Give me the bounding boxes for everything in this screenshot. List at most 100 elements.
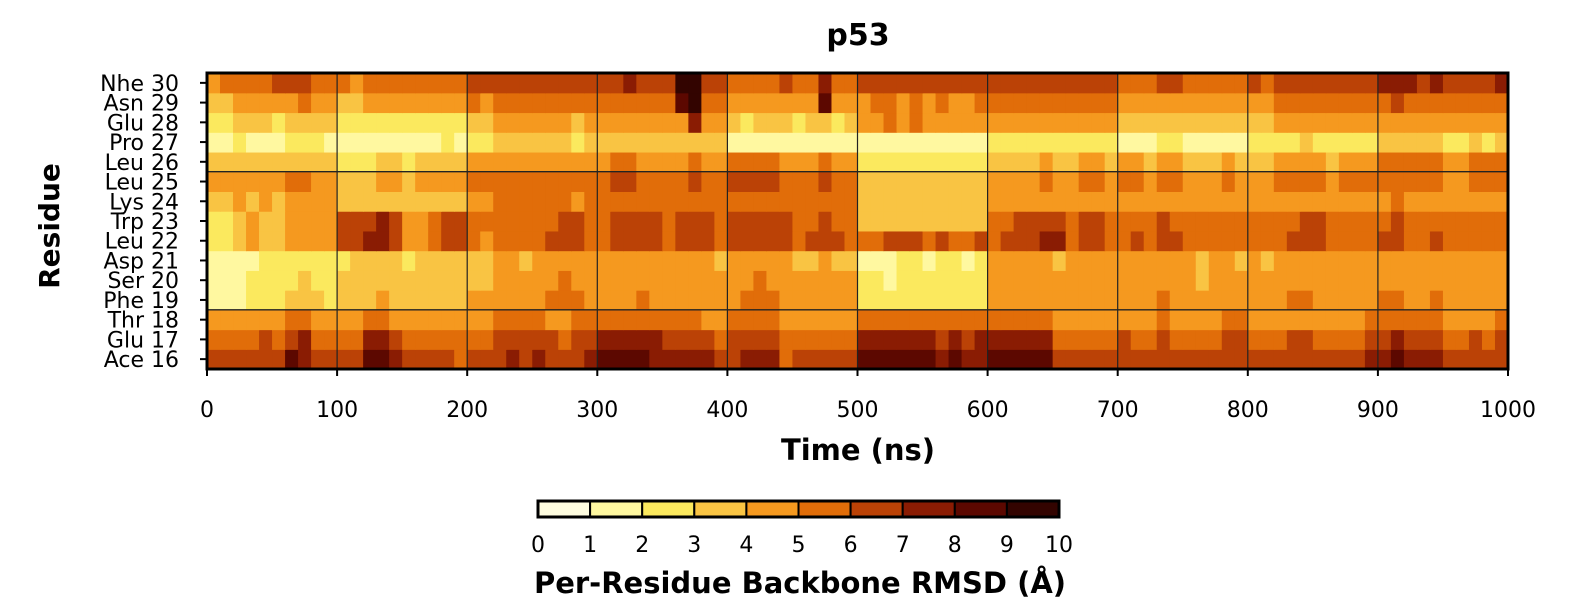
heatmap-cell bbox=[662, 349, 676, 370]
heatmap-cell bbox=[428, 329, 442, 350]
heatmap-cell bbox=[1312, 329, 1327, 350]
heatmap-cell bbox=[610, 309, 624, 331]
heatmap-cell bbox=[220, 92, 234, 114]
heatmap-cell bbox=[402, 191, 416, 212]
heatmap-cell bbox=[324, 191, 338, 212]
y-tick-label: Ser 20 bbox=[107, 269, 179, 294]
heatmap-cell bbox=[844, 132, 859, 153]
heatmap-cell bbox=[1403, 329, 1418, 350]
heatmap-cell bbox=[1065, 329, 1080, 350]
heatmap-cell bbox=[935, 309, 950, 331]
heatmap-cell bbox=[467, 270, 481, 291]
heatmap-cell bbox=[1234, 230, 1249, 252]
x-tick-label: 900 bbox=[1357, 398, 1399, 423]
heatmap-cell bbox=[350, 211, 364, 232]
heatmap-cell bbox=[246, 309, 260, 331]
heatmap-cell bbox=[1377, 191, 1392, 212]
heatmap-cell bbox=[376, 73, 390, 94]
heatmap-cell bbox=[818, 92, 833, 114]
heatmap-cell bbox=[1494, 211, 1509, 232]
heatmap-cell bbox=[298, 250, 312, 271]
heatmap-cell bbox=[1208, 211, 1223, 232]
heatmap-cell bbox=[1299, 270, 1314, 291]
heatmap-cell bbox=[857, 92, 872, 114]
heatmap-cell bbox=[1481, 270, 1496, 291]
y-tick-label: Leu 26 bbox=[105, 151, 179, 176]
heatmap-cell bbox=[1429, 230, 1444, 252]
heatmap-cell bbox=[1091, 112, 1106, 133]
heatmap-cell bbox=[1403, 112, 1418, 133]
heatmap-cell bbox=[961, 73, 976, 94]
heatmap-cell bbox=[376, 151, 390, 173]
heatmap-cell bbox=[1026, 309, 1041, 331]
heatmap-cell bbox=[1377, 329, 1392, 350]
heatmap-cell bbox=[493, 270, 507, 291]
heatmap-cell bbox=[714, 211, 728, 232]
heatmap-cell bbox=[571, 171, 585, 192]
heatmap-cell bbox=[1403, 290, 1418, 311]
heatmap-cell bbox=[974, 309, 989, 331]
heatmap-cell bbox=[441, 250, 455, 271]
heatmap-cell bbox=[1078, 132, 1093, 153]
heatmap-cell bbox=[1104, 112, 1119, 133]
heatmap-cell bbox=[337, 309, 351, 331]
heatmap-cell bbox=[1000, 349, 1015, 370]
heatmap-cell bbox=[948, 250, 963, 271]
heatmap-cell bbox=[675, 92, 689, 114]
heatmap-cell bbox=[467, 211, 481, 232]
heatmap-cell bbox=[454, 349, 468, 370]
heatmap-cell bbox=[961, 112, 976, 133]
heatmap-cell bbox=[1052, 92, 1067, 114]
heatmap-cell bbox=[376, 92, 390, 114]
heatmap-cell bbox=[1195, 329, 1210, 350]
heatmap-cell bbox=[1195, 171, 1210, 192]
heatmap-cell bbox=[1390, 349, 1405, 370]
heatmap-cell bbox=[1403, 211, 1418, 232]
heatmap-cell bbox=[272, 211, 286, 232]
heatmap-cell bbox=[792, 92, 807, 114]
heatmap-cell bbox=[571, 73, 585, 94]
heatmap-cell bbox=[935, 290, 950, 311]
heatmap-cell bbox=[545, 250, 559, 271]
heatmap-cell bbox=[727, 211, 742, 232]
heatmap-cell bbox=[480, 211, 494, 232]
heatmap-cell bbox=[805, 112, 820, 133]
heatmap-cell bbox=[207, 329, 221, 350]
heatmap-cell bbox=[1143, 73, 1158, 94]
heatmap-cell bbox=[1481, 211, 1496, 232]
heatmap-cell bbox=[922, 132, 937, 153]
heatmap-cell bbox=[1273, 112, 1288, 133]
heatmap-cell bbox=[1013, 349, 1028, 370]
heatmap-cell bbox=[1078, 309, 1093, 331]
heatmap-cell bbox=[220, 290, 234, 311]
heatmap-cell bbox=[766, 329, 781, 350]
heatmap-cell bbox=[324, 112, 338, 133]
heatmap-cell bbox=[714, 171, 728, 192]
heatmap-cell bbox=[805, 270, 820, 291]
heatmap-cell bbox=[1026, 250, 1041, 271]
heatmap-cell bbox=[636, 290, 650, 311]
heatmap-cell bbox=[922, 171, 937, 192]
heatmap-cell bbox=[857, 73, 872, 94]
y-tick-label: Trp 23 bbox=[110, 210, 179, 235]
x-axis-label: Time (ns) bbox=[781, 433, 935, 467]
heatmap-cell bbox=[766, 73, 781, 94]
heatmap-cell bbox=[1442, 349, 1457, 370]
heatmap-cell bbox=[987, 171, 1002, 192]
heatmap-cell bbox=[675, 230, 689, 252]
heatmap-cell bbox=[610, 92, 624, 114]
heatmap-cell bbox=[883, 191, 898, 212]
heatmap-cell bbox=[1026, 290, 1041, 311]
heatmap-cell bbox=[1208, 191, 1223, 212]
heatmap-cell bbox=[753, 92, 768, 114]
heatmap-cell bbox=[701, 132, 715, 153]
heatmap-cell bbox=[1377, 92, 1392, 114]
heatmap-cell bbox=[1169, 349, 1184, 370]
heatmap-cell bbox=[454, 171, 468, 192]
heatmap-cell bbox=[1429, 309, 1444, 331]
colorbar-tick-label: 6 bbox=[844, 533, 858, 558]
heatmap-cell bbox=[857, 329, 872, 350]
heatmap-cell bbox=[805, 211, 820, 232]
heatmap-cell bbox=[662, 171, 676, 192]
heatmap-cell bbox=[1143, 171, 1158, 192]
